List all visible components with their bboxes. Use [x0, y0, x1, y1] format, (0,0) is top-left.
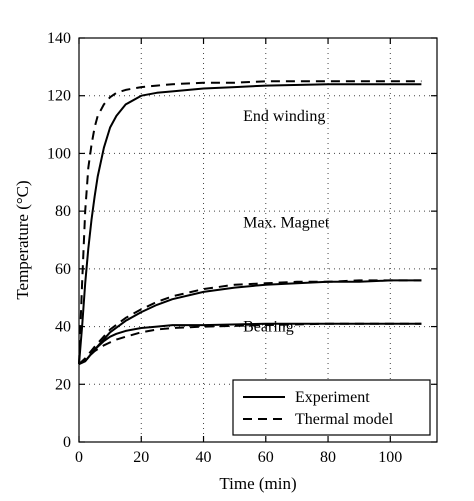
- annotation-bearing: Bearing: [243, 319, 294, 336]
- series-max-magnet-thermal-model: [78, 279, 422, 365]
- series-bearing-experiment: [78, 322, 422, 366]
- legend-box: [232, 379, 431, 436]
- x-tick-label: 80: [320, 449, 336, 466]
- x-tick-label: 40: [196, 449, 212, 466]
- y-tick-label: 20: [55, 376, 71, 393]
- legend-label-thermal-model: Thermal model: [295, 411, 394, 428]
- y-tick-label: 120: [47, 88, 71, 105]
- y-tick-label: 100: [47, 145, 71, 162]
- x-axis-label: Time (min): [219, 474, 296, 493]
- legend-label-experiment: Experiment: [295, 389, 370, 406]
- plot-frame: [78, 37, 438, 443]
- y-tick-label: 40: [55, 319, 71, 336]
- y-tick-label: 80: [55, 203, 71, 220]
- axis-ticks: 0 20 40 60 80 100 0 20 40 60 80 100 120 140: [47, 30, 437, 466]
- annotation-end-winding: End winding: [243, 108, 325, 125]
- series-layer: [78, 80, 422, 366]
- series-end-winding-experiment: [78, 83, 422, 365]
- y-tick-label: 60: [55, 261, 71, 278]
- y-axis-label: Temperature (°C): [13, 180, 32, 299]
- series-end-winding-thermal-model: [78, 80, 422, 365]
- y-tick-label: 0: [63, 434, 71, 451]
- annotation-max-magnet: Max. Magnet: [243, 215, 330, 232]
- x-tick-label: 20: [133, 449, 149, 466]
- x-tick-label: 60: [258, 449, 274, 466]
- y-tick-label: 140: [47, 30, 71, 47]
- x-tick-label: 0: [75, 449, 83, 466]
- x-tick-label: 100: [378, 449, 402, 466]
- legend: Experiment Thermal model: [232, 379, 431, 436]
